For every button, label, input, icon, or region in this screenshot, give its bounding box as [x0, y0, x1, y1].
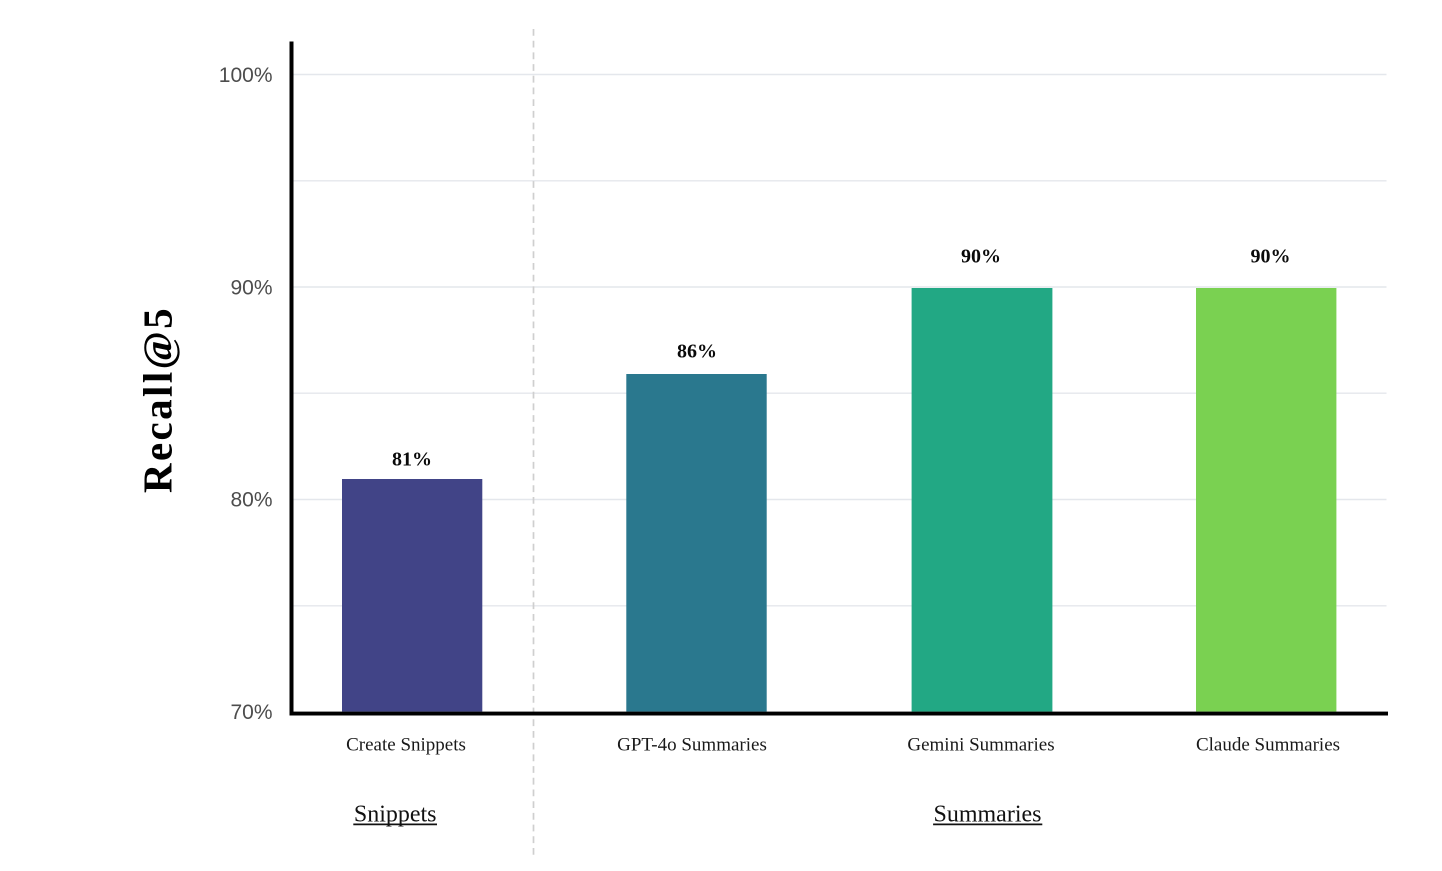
svg-text:100%: 100%	[219, 64, 273, 87]
svg-text:81%: 81%	[392, 449, 432, 471]
svg-text:70%: 70%	[230, 701, 272, 724]
svg-text:90%: 90%	[230, 276, 272, 299]
svg-text:90%: 90%	[1251, 246, 1291, 268]
svg-text:Claude Summaries: Claude Summaries	[1196, 735, 1340, 756]
svg-text:80%: 80%	[230, 489, 272, 512]
svg-text:86%: 86%	[677, 341, 717, 363]
svg-text:Create Snippets: Create Snippets	[346, 735, 466, 756]
svg-text:GPT-4o Summaries: GPT-4o Summaries	[617, 735, 767, 756]
svg-text:Summaries: Summaries	[934, 802, 1042, 828]
svg-text:Snippets: Snippets	[354, 802, 437, 828]
svg-text:Recall@5: Recall@5	[135, 306, 181, 493]
svg-text:90%: 90%	[961, 246, 1001, 268]
svg-text:Gemini Summaries: Gemini Summaries	[907, 735, 1054, 756]
